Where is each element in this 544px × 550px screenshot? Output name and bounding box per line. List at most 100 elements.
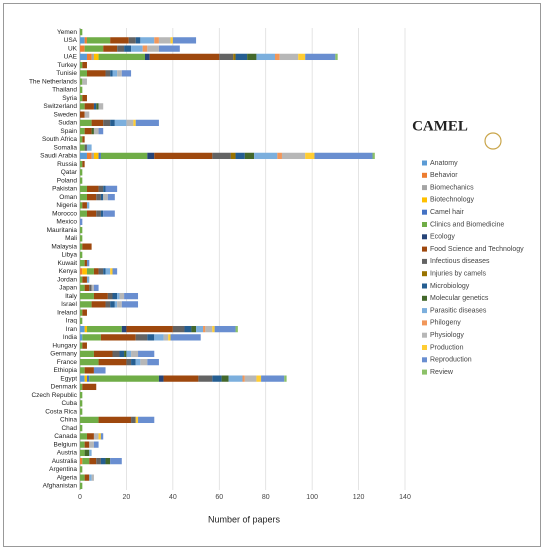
bar-segment [105, 301, 111, 308]
legend-label: Food Science and Technology [430, 246, 524, 253]
bar-segment [82, 94, 87, 102]
bar-segment [254, 152, 278, 160]
bar-segment [279, 53, 299, 61]
bar-segment [103, 45, 118, 52]
bar-segment [80, 482, 83, 490]
y-tick-label: Afghanistan [43, 483, 78, 490]
bar-segment [89, 441, 94, 448]
bar-segment [126, 358, 132, 366]
bar-segment [93, 433, 99, 440]
bar-segment [93, 268, 99, 275]
bar-segment [131, 358, 136, 366]
y-tick-label: China [60, 417, 77, 424]
bar-segment [80, 268, 83, 275]
y-tick-label: Austria [57, 450, 78, 457]
bar-segment [86, 193, 97, 201]
legend-label: Camel hair [430, 209, 465, 216]
bar-segment [80, 408, 83, 415]
bar-segment [86, 259, 90, 267]
legend-label: Production [430, 344, 464, 351]
bar-segment [133, 119, 136, 127]
y-tick-label: Cuba [61, 400, 77, 407]
bar-segment [93, 292, 108, 300]
bar-segment [80, 276, 83, 283]
y-tick-label: France [57, 359, 78, 366]
y-tick-label: South Africa [42, 136, 77, 143]
bar-segment [103, 268, 106, 275]
bar-segment [98, 103, 104, 110]
y-tick-label: Czech Republic [31, 392, 77, 399]
bar-segment [80, 391, 83, 399]
bar-segment [80, 127, 85, 135]
bar-segment [98, 433, 101, 440]
bar-segment [103, 119, 111, 127]
bar-segment [163, 375, 199, 382]
bar-segment [305, 53, 336, 61]
bar-segment [93, 53, 99, 61]
bar-segment [158, 45, 180, 52]
legend-swatch [422, 160, 427, 166]
bar-segment [93, 367, 106, 374]
bar-segment [91, 127, 94, 135]
bar-segment [117, 70, 122, 77]
legend-swatch [422, 246, 427, 252]
y-tick-label: Jordan [57, 276, 77, 283]
bar-segment [124, 350, 127, 358]
bar-segment [82, 342, 87, 349]
bar-segment [119, 292, 125, 300]
y-tick-label: UK [68, 45, 78, 52]
bar-segment [89, 449, 92, 457]
bar-segment [100, 334, 136, 341]
bar-segment [80, 449, 85, 457]
bar-segment [261, 375, 285, 382]
bar-segment [80, 86, 83, 94]
bar-segment [82, 202, 87, 209]
legend-swatch [422, 185, 427, 191]
bar-segment [86, 144, 92, 151]
legend-label: Ecology [430, 234, 455, 241]
legend-label: Clinics and Biomedicine [430, 221, 504, 228]
bar-segment [112, 292, 118, 300]
y-tick-label: Somalia [54, 144, 78, 151]
bar-segment [80, 210, 87, 217]
y-tick-label: Mexico [56, 219, 77, 226]
bar-segment [126, 350, 132, 358]
bar-segment [86, 185, 99, 193]
bar-segment [147, 358, 159, 366]
bar-segment [114, 119, 127, 127]
bar-segment [126, 119, 134, 127]
y-tick-label: Nigeria [56, 202, 77, 209]
bar-segment [80, 383, 83, 391]
bar-segment [98, 53, 145, 61]
y-tick-label: Canada [54, 433, 77, 440]
x-tick-label: 80 [262, 494, 270, 501]
y-tick-label: The Netherlands [29, 78, 78, 85]
bar-segment [80, 416, 99, 424]
bar-segment [103, 185, 106, 193]
bar-segment [335, 53, 338, 61]
legend-swatch [422, 369, 427, 375]
bar-segment [82, 309, 87, 316]
bar-segment [107, 193, 115, 201]
bar-segment [170, 37, 173, 44]
bar-segment [170, 334, 201, 341]
legend-swatch [422, 308, 427, 314]
bar-segment [105, 70, 111, 77]
bar-segment [98, 358, 127, 366]
bar-segment [80, 103, 85, 110]
bar-segment [80, 144, 85, 151]
legend-swatch [422, 283, 427, 289]
bar-segment [228, 375, 243, 382]
y-tick-label: Argentina [49, 466, 77, 473]
bar-segment [131, 45, 143, 52]
bar-segment [80, 474, 85, 481]
legend-label: Anatomy [430, 160, 458, 167]
bar-segment [154, 334, 164, 341]
bar-segment [80, 400, 83, 407]
bar-segment [89, 457, 97, 465]
bar-segment [80, 235, 83, 242]
bar-segment [80, 358, 99, 366]
bar-segment [147, 152, 155, 160]
bar-segment [80, 259, 85, 267]
legend-label: Biomechanics [430, 184, 474, 191]
